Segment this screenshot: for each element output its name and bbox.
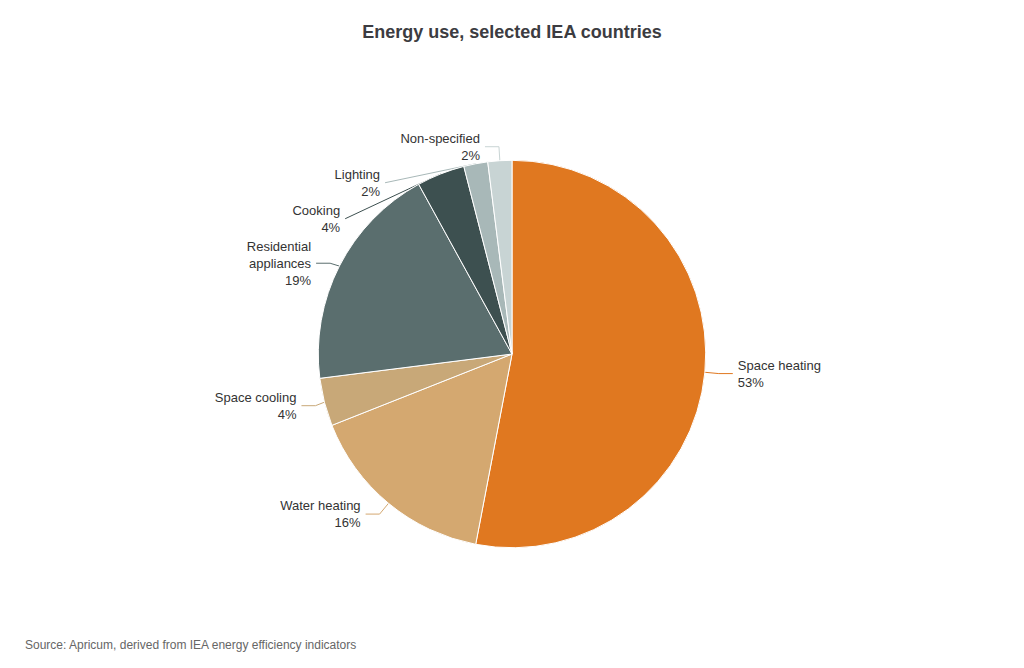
svg-text:Cooking: Cooking [292, 203, 340, 218]
svg-text:4%: 4% [321, 220, 340, 235]
svg-text:4%: 4% [278, 407, 297, 422]
svg-text:Source: Apricum, derived from: Source: Apricum, derived from IEA energy… [25, 638, 356, 652]
svg-text:2%: 2% [461, 148, 480, 163]
svg-text:Lighting: Lighting [335, 167, 381, 182]
svg-text:Energy use, selected IEA count: Energy use, selected IEA countries [362, 22, 661, 42]
svg-text:16%: 16% [335, 515, 361, 530]
svg-text:19%: 19% [285, 273, 311, 288]
svg-text:Water heating: Water heating [280, 498, 360, 513]
svg-text:Non-specified: Non-specified [400, 131, 480, 146]
svg-text:appliances: appliances [249, 256, 312, 271]
svg-text:Residential: Residential [247, 239, 311, 254]
svg-text:Space heating: Space heating [738, 358, 821, 373]
svg-text:Space cooling: Space cooling [215, 390, 297, 405]
svg-text:2%: 2% [361, 184, 380, 199]
svg-text:53%: 53% [738, 375, 764, 390]
